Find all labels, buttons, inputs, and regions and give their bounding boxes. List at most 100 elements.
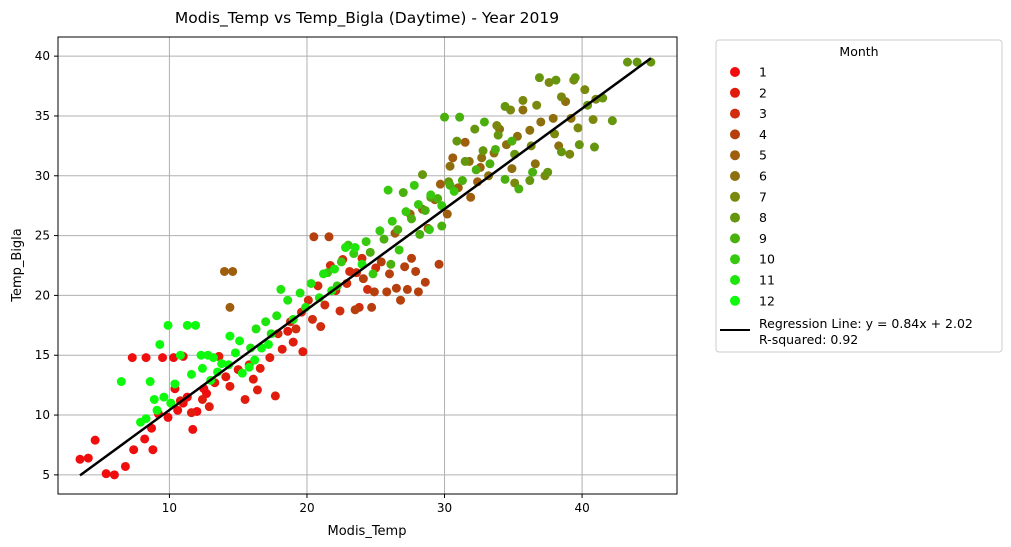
- series-month-6: [445, 97, 576, 181]
- y-tick-label: 10: [35, 408, 50, 422]
- legend-marker: [730, 150, 740, 161]
- data-point: [217, 359, 227, 369]
- data-point: [186, 369, 196, 379]
- data-point: [375, 226, 385, 236]
- data-point: [303, 295, 313, 305]
- data-point: [507, 164, 517, 174]
- data-point: [470, 124, 480, 134]
- data-point: [426, 190, 436, 200]
- data-point: [204, 402, 214, 412]
- data-point: [409, 180, 419, 190]
- data-point: [163, 412, 173, 422]
- data-point: [548, 113, 558, 123]
- legend-frame: [715, 39, 1003, 353]
- series-month-4: [309, 232, 444, 315]
- data-point: [525, 125, 535, 135]
- data-point: [556, 92, 566, 102]
- data-point: [335, 306, 345, 316]
- x-tick-label: 20: [299, 501, 314, 515]
- legend-label: 4: [759, 127, 767, 142]
- y-axis-label: Temp_Bigla: [10, 228, 25, 303]
- data-point: [166, 398, 176, 408]
- legend-item-month-3: 3: [730, 106, 767, 121]
- data-point: [230, 348, 240, 358]
- data-point: [391, 283, 401, 293]
- data-point: [556, 147, 566, 157]
- data-point: [101, 469, 111, 479]
- data-point: [248, 374, 258, 384]
- axis-ticks: 10 20 30 40 5 10 15 20 25 30 35 40: [35, 49, 590, 515]
- data-point: [283, 326, 293, 336]
- data-point: [298, 347, 308, 357]
- data-point: [225, 331, 235, 341]
- series-month-9: [365, 112, 538, 269]
- x-axis-label: Modis_Temp: [328, 524, 407, 539]
- data-point: [158, 353, 168, 363]
- data-point: [393, 225, 403, 235]
- legend-label: 2: [759, 85, 767, 100]
- data-point: [358, 274, 368, 284]
- legend-item-month-11: 11: [730, 273, 775, 288]
- legend-r-squared-label: R-squared: 0.92: [759, 332, 858, 347]
- data-point: [622, 57, 632, 67]
- data-point: [500, 101, 510, 111]
- data-point: [400, 262, 410, 272]
- data-point: [435, 179, 445, 189]
- data-point: [471, 165, 481, 175]
- data-point: [413, 199, 423, 209]
- legend-label: 5: [759, 148, 767, 163]
- data-point: [413, 287, 423, 297]
- data-point: [460, 137, 470, 147]
- data-point: [493, 130, 503, 140]
- data-point: [116, 377, 126, 387]
- data-point: [221, 372, 231, 382]
- data-point: [565, 149, 575, 159]
- data-point: [415, 229, 425, 239]
- legend-marker: [730, 233, 740, 244]
- data-point: [448, 153, 458, 163]
- series-month-8: [418, 57, 656, 202]
- data-point: [525, 176, 535, 186]
- data-point: [307, 314, 317, 324]
- legend-label: 12: [759, 293, 775, 308]
- data-point: [367, 302, 377, 312]
- data-point: [141, 353, 151, 363]
- data-point: [534, 73, 544, 83]
- series-month-11: [246, 243, 367, 353]
- data-point: [324, 232, 334, 242]
- data-point: [196, 350, 206, 360]
- data-point: [478, 146, 488, 156]
- data-point: [175, 350, 185, 360]
- data-point: [186, 408, 196, 418]
- data-point: [309, 232, 319, 242]
- data-point: [455, 112, 465, 122]
- data-point: [255, 363, 265, 373]
- data-point: [490, 144, 500, 154]
- y-tick-label: 35: [35, 109, 50, 123]
- legend-marker: [730, 254, 740, 265]
- data-point: [270, 391, 280, 401]
- data-point: [288, 337, 298, 347]
- data-point: [329, 264, 339, 274]
- data-point: [532, 100, 542, 110]
- data-point: [263, 339, 273, 349]
- y-tick-label: 25: [35, 229, 50, 243]
- chart-title: Modis_Temp vs Temp_Bigla (Daytime) - Yea…: [175, 9, 559, 28]
- legend-label: 9: [759, 231, 767, 246]
- y-tick-label: 15: [35, 348, 50, 362]
- data-point: [208, 353, 218, 363]
- regression-layer: [79, 57, 652, 477]
- data-point: [250, 355, 260, 365]
- data-point: [240, 394, 250, 404]
- data-point: [169, 353, 179, 363]
- legend-item-month-7: 7: [730, 189, 767, 204]
- series-month-7: [492, 75, 601, 188]
- legend-item-month-6: 6: [730, 169, 767, 184]
- data-point: [420, 205, 430, 215]
- data-point: [460, 156, 470, 166]
- legend-marker: [730, 275, 740, 285]
- data-point: [418, 170, 428, 180]
